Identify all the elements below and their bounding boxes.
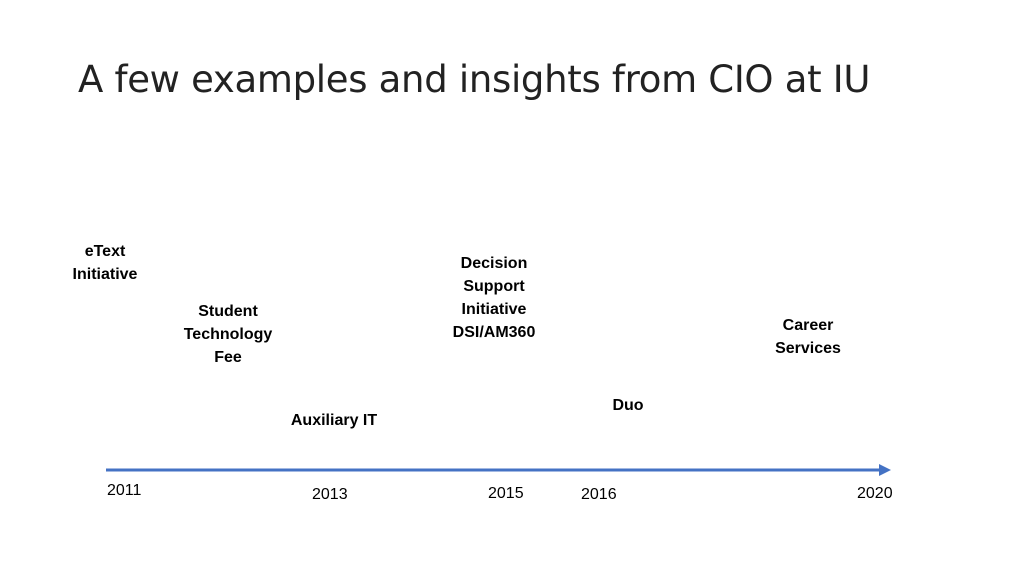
event-line: Fee [214, 349, 242, 366]
event-line: Services [775, 340, 841, 357]
year-label: 2015 [488, 485, 524, 502]
event-line: Support [463, 278, 525, 295]
event-auxiliary-it: Auxiliary IT [291, 409, 377, 432]
year-label: 2016 [581, 486, 617, 503]
event-line: Auxiliary IT [290, 412, 378, 429]
event-duo: Duo [612, 394, 643, 417]
event-etext-initiative: eText Initiative [73, 240, 138, 286]
event-line: Initiative [461, 301, 527, 318]
event-career-services: Career Services [775, 314, 841, 360]
event-student-technology-fee: Student Technology Fee [184, 300, 273, 369]
event-line: Student [198, 303, 258, 320]
event-line: Career [782, 317, 834, 334]
event-line: DSI/AM360 [452, 324, 536, 341]
event-line: Initiative [72, 266, 138, 283]
slide-title: A few examples and insights from CIO at … [78, 58, 871, 101]
event-decision-support-initiative: Decision Support Initiative DSI/AM360 [453, 252, 536, 344]
timeline-arrowhead [879, 464, 891, 476]
event-line: Decision [460, 255, 528, 272]
year-label: 2020 [857, 485, 893, 502]
year-label: 2011 [107, 482, 142, 499]
year-label: 2013 [312, 486, 348, 503]
event-line: eText [84, 243, 126, 260]
event-line: Technology [183, 326, 273, 343]
event-line: Duo [612, 397, 644, 414]
